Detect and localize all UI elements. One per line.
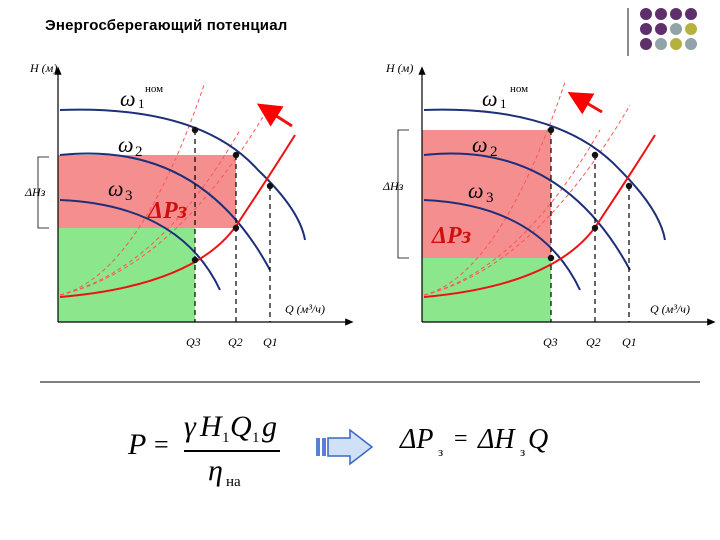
left-omega1-label: ω [120,86,136,111]
right-delta-h-bracket [397,129,409,259]
right-dashed-curve [423,129,601,296]
left-omega1-sup: ном [145,83,163,95]
right-q2-tick: Q2 [586,335,601,349]
fraction-bar [184,450,280,452]
left-point [232,224,240,232]
decorative-divider [627,8,629,56]
formula-q: Q [230,410,252,443]
right-omega1-sub: 1 [500,96,507,111]
right-point [547,254,555,262]
dot [655,38,667,50]
right-omega3-label: ω [468,178,484,203]
left-pump-curve-omega3 [59,199,221,291]
formula-p: P [128,428,147,461]
left-red-arrow [256,103,293,128]
right-y-axis-label: H (м) [385,61,413,75]
formula-delta-q: Q [528,424,549,455]
right-omega2-label: ω [472,132,488,157]
right-x-axis-label: Q (м³/ч) [650,302,690,316]
right-omega2-sub: 2 [490,144,498,160]
left-point [191,256,199,264]
power-formula: P = γ H 1 Q 1 g η на [128,408,298,508]
formula-q-sub: 1 [252,430,260,446]
dot [685,38,697,50]
formula-delta-h: ΔH [478,424,515,455]
dot [640,23,652,35]
delta-p-formula: ΔP з = ΔH з Q [400,420,580,470]
dot [655,23,667,35]
formula-delta-p-sub: з [438,444,444,459]
right-point [625,182,633,190]
left-delta-h-bracket [37,156,49,229]
left-dashed-curve [59,104,271,296]
formula-h-sub: 1 [222,430,230,446]
dot [670,38,682,50]
right-point [591,224,599,232]
left-omega1-sub: 1 [138,96,145,111]
left-delta-p-label: ΔPз [147,198,187,224]
formula-eq: = [154,430,169,459]
left-point [266,182,274,190]
formula-eta: η [208,454,223,487]
right-q1-tick: Q1 [622,335,637,349]
right-pump-curve-omega1 [423,108,666,241]
formula-g: g [262,410,277,443]
left-omega3-label: ω [108,176,124,201]
right-delta-h-label: ΔHз [382,179,404,193]
right-pump-curve-omega2 [423,152,631,271]
left-q3-tick: Q3 [186,335,201,349]
formula-delta-eq: = [454,426,468,452]
dot [655,8,667,20]
left-delta-h-label: ΔHз [24,185,46,199]
dot [670,8,682,20]
left-point [191,126,199,134]
left-dashed-curve [59,129,241,296]
left-q1-tick: Q1 [263,335,278,349]
dot [685,8,697,20]
left-omega2-sub: 2 [135,144,143,160]
left-x-axis-label: Q (м³/ч) [285,302,325,316]
right-red-area [422,130,551,258]
dot [670,23,682,35]
left-pump-curve-omega2 [59,152,271,271]
formula-delta-p: ΔP [400,424,434,455]
dot [640,38,652,50]
left-dashed-curve [59,81,206,296]
formula-h: H [200,410,222,443]
right-dashed-curve [423,81,566,296]
right-dashed-curve [423,104,631,296]
right-omega1-sup: ном [510,83,528,95]
right-green-area [422,258,551,322]
right-pump-curve-omega3 [423,199,581,291]
left-point [232,151,240,159]
right-point [591,151,599,159]
right-point [547,126,555,134]
left-q2-tick: Q2 [228,335,243,349]
slide-title: Энергосберегающий потенциал [45,17,288,34]
left-y-axis-label: H (м) [29,61,57,75]
formula-gamma: γ [184,410,196,443]
dot [640,8,652,20]
formula-delta-h-sub: з [520,444,526,459]
left-pump-curve-omega1 [59,108,306,241]
right-red-arrow [567,91,603,115]
left-omega2-label: ω [118,132,134,157]
right-q3-tick: Q3 [543,335,558,349]
right-delta-p-label: ΔPз [431,223,471,249]
dot [685,23,697,35]
implication-arrow [316,428,374,466]
right-omega3-sub: 3 [486,190,494,206]
left-green-area [58,228,195,322]
left-omega3-sub: 3 [125,188,133,204]
formula-eta-sub: на [226,474,241,490]
right-omega1-label: ω [482,86,498,111]
